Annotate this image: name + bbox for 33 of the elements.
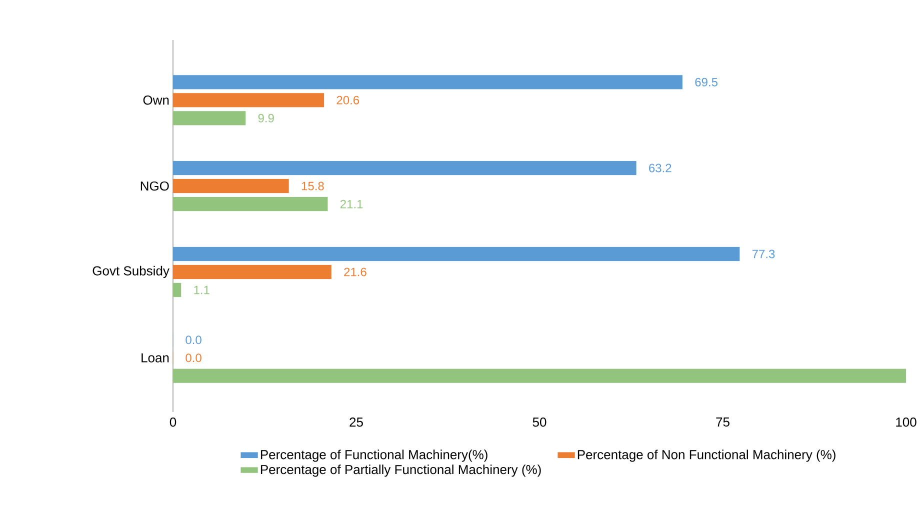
x-tick-label: 100 [896,418,916,427]
x-tick-label: 75 [716,418,730,427]
bar [172,368,906,383]
y-tick-label: Govt Subsidy [92,266,170,278]
legend-label: Percentage of Partially Functional Machinery (%) [260,464,541,477]
bar [172,246,740,262]
data-label: 69.5 [695,78,718,86]
data-label: 15.8 [302,182,324,190]
bar [172,75,682,90]
legend-label: Percentage of Functional Machinery(%) [260,450,488,462]
legend-label: Percentage of Non Functional Machinery (%) [578,450,836,462]
data-label: 77.3 [752,250,775,258]
data-label: 21.6 [344,268,366,276]
y-tick-label: Loan [142,353,169,362]
x-tick-label: 0 [170,418,176,427]
bar [172,161,636,176]
bar [172,179,289,194]
data-label: 21.1 [340,200,363,208]
y-tick-label: NGO [140,181,169,191]
bar [172,282,182,298]
x-tick-label: 50 [532,418,546,427]
data-label: 9.9 [258,114,274,122]
bar [172,264,332,280]
data-label: 20.6 [336,96,360,104]
data-label: 0.0 [186,354,202,362]
x-tick-label: 25 [350,418,363,427]
data-label: 0.0 [186,336,202,344]
bar [172,197,328,212]
y-tick-label: Own [143,96,169,105]
bar [172,111,246,126]
data-label: 63.2 [649,164,672,172]
data-label: 1.1 [194,286,210,294]
bar [172,93,324,108]
